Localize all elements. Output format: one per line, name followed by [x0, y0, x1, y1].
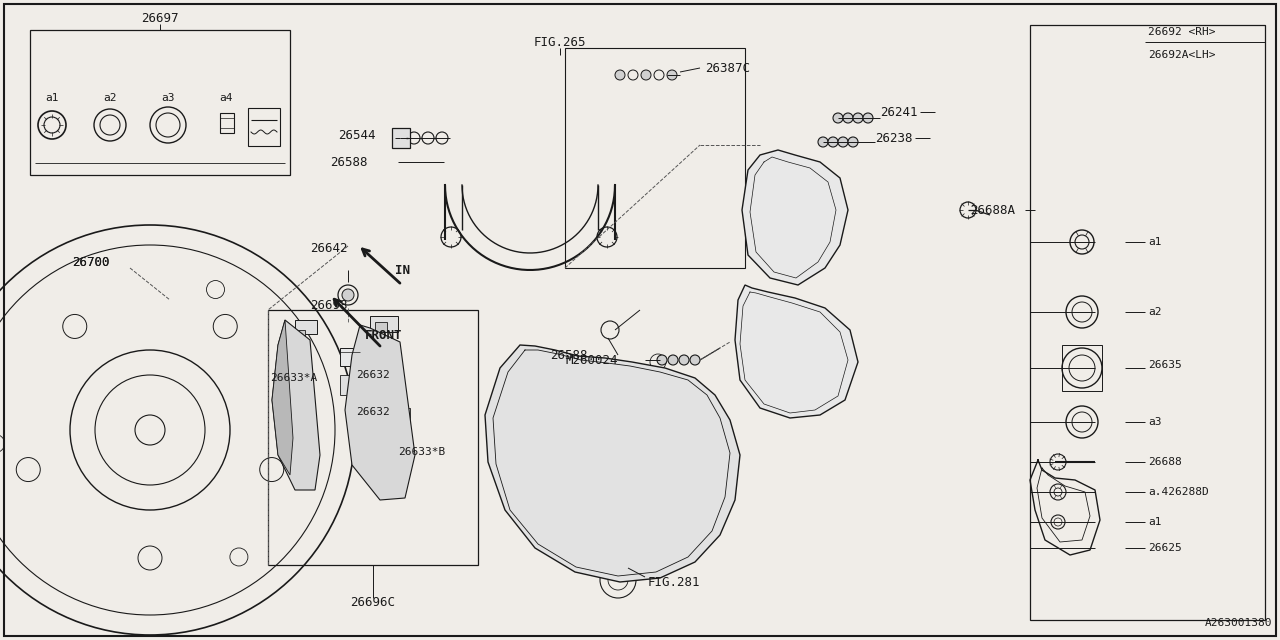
Text: 26692 <RH>: 26692 <RH>: [1148, 27, 1216, 37]
Text: 26688: 26688: [1148, 457, 1181, 467]
Text: a3: a3: [1148, 417, 1161, 427]
Text: a1: a1: [1148, 517, 1161, 527]
Circle shape: [844, 113, 852, 123]
Text: FIG.281: FIG.281: [648, 575, 700, 589]
Text: a1: a1: [45, 93, 59, 103]
Bar: [248, 108, 280, 146]
Circle shape: [657, 355, 667, 365]
Text: 26633*B: 26633*B: [398, 447, 445, 457]
Text: 26642: 26642: [310, 241, 347, 255]
Circle shape: [818, 137, 828, 147]
Text: 26700: 26700: [72, 255, 110, 269]
Text: 26697: 26697: [141, 12, 179, 24]
Circle shape: [668, 355, 678, 365]
Text: 26241: 26241: [881, 106, 918, 118]
Text: 26632: 26632: [356, 407, 389, 417]
Bar: [268, 310, 477, 565]
Text: a.426288D: a.426288D: [1148, 487, 1208, 497]
Bar: [340, 348, 360, 366]
Text: 26635: 26635: [1148, 360, 1181, 370]
Text: FRONT: FRONT: [365, 328, 402, 342]
Polygon shape: [485, 345, 740, 582]
Text: 26633*A: 26633*A: [270, 373, 317, 383]
Text: A263001380: A263001380: [1204, 618, 1272, 628]
Bar: [340, 375, 358, 395]
Circle shape: [667, 70, 677, 80]
Bar: [1030, 25, 1265, 620]
Text: 26700: 26700: [72, 255, 110, 269]
Text: 26387C: 26387C: [705, 61, 750, 74]
Text: FIG.265: FIG.265: [534, 35, 586, 49]
Bar: [370, 316, 398, 332]
Polygon shape: [346, 325, 415, 500]
Bar: [29, 30, 291, 175]
Text: 26692A<LH>: 26692A<LH>: [1148, 50, 1216, 60]
Text: a3: a3: [161, 93, 175, 103]
Circle shape: [614, 70, 625, 80]
Bar: [1062, 345, 1102, 391]
Circle shape: [852, 113, 863, 123]
Circle shape: [863, 113, 873, 123]
Circle shape: [641, 70, 652, 80]
Text: 26544: 26544: [338, 129, 375, 141]
Circle shape: [690, 355, 700, 365]
Text: a2: a2: [104, 93, 116, 103]
Bar: [294, 330, 305, 340]
Bar: [220, 113, 234, 133]
Text: 26688A: 26688A: [970, 204, 1015, 216]
Polygon shape: [735, 285, 858, 418]
Bar: [294, 320, 317, 334]
Text: 26696C: 26696C: [351, 595, 396, 609]
Text: a4: a4: [219, 93, 233, 103]
Text: a2: a2: [1148, 307, 1161, 317]
Bar: [392, 128, 410, 148]
Text: IN: IN: [396, 264, 410, 276]
Text: 26588: 26588: [550, 349, 588, 362]
Text: 26698: 26698: [310, 298, 347, 312]
Bar: [375, 322, 387, 332]
Bar: [564, 48, 745, 268]
Bar: [390, 408, 410, 426]
Text: M260024: M260024: [564, 353, 617, 367]
Circle shape: [838, 137, 849, 147]
Text: 26625: 26625: [1148, 543, 1181, 553]
Polygon shape: [273, 320, 320, 490]
Text: 26238: 26238: [876, 131, 913, 145]
Circle shape: [828, 137, 838, 147]
Circle shape: [849, 137, 858, 147]
Text: 26632: 26632: [356, 370, 389, 380]
Circle shape: [678, 355, 689, 365]
Text: a1: a1: [1148, 237, 1161, 247]
Circle shape: [342, 289, 355, 301]
Polygon shape: [742, 150, 849, 285]
Circle shape: [833, 113, 844, 123]
Polygon shape: [273, 320, 293, 475]
Text: 26588: 26588: [330, 156, 367, 168]
